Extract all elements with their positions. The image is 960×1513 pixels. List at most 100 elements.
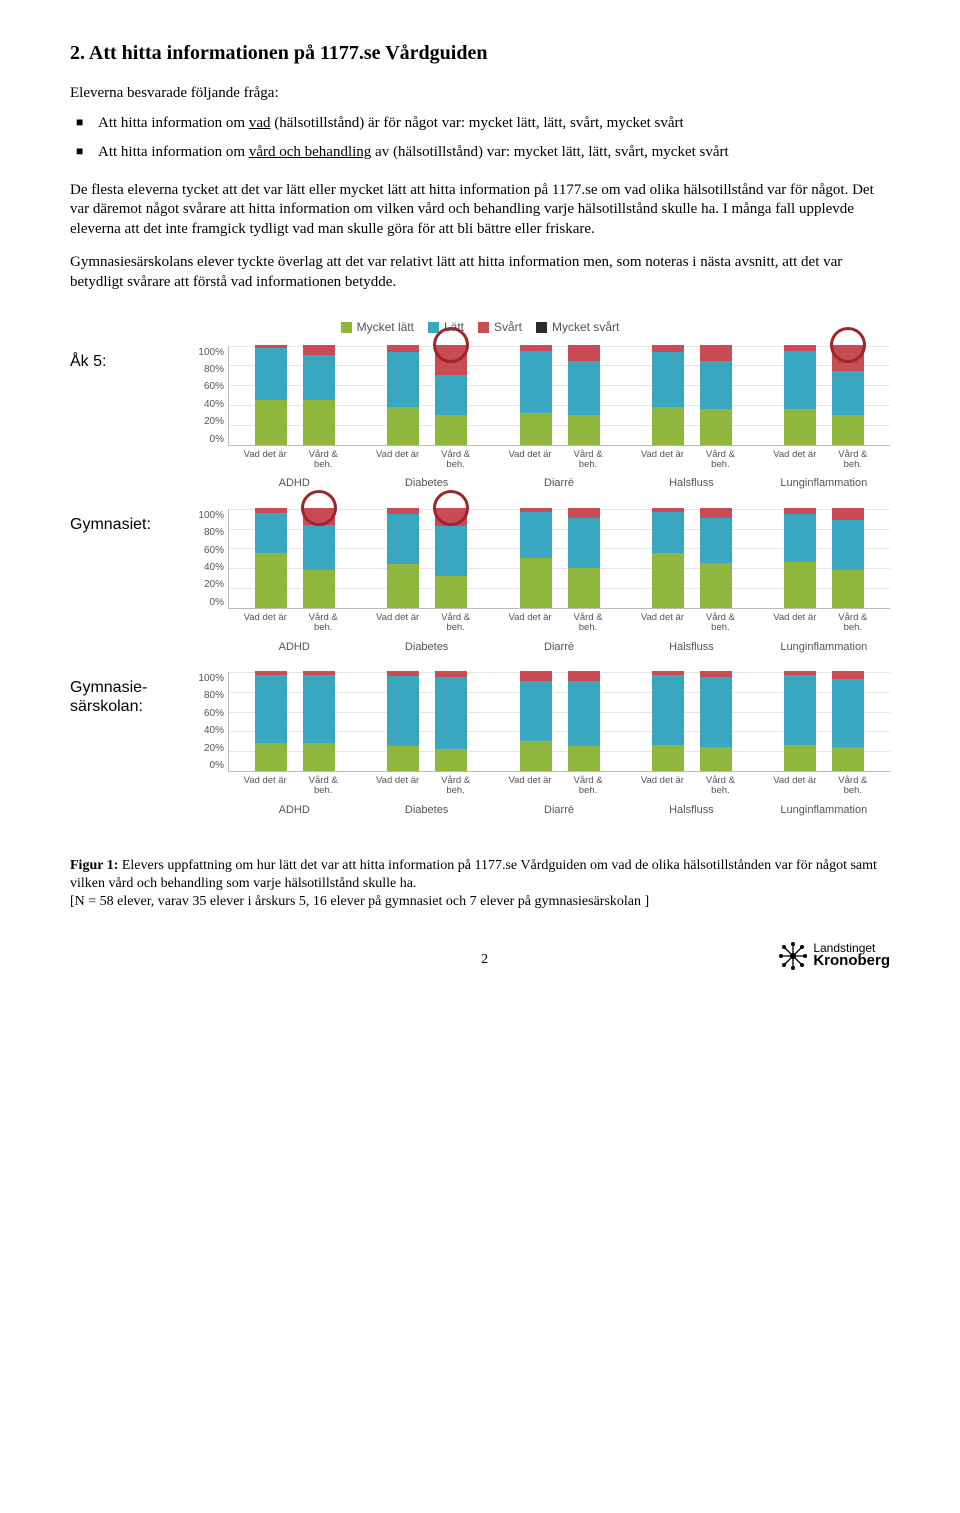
y-tick-label: 60%: [194, 707, 224, 720]
bar-label: Vad det är: [639, 776, 685, 797]
bar-segment: [832, 520, 864, 570]
page-number: 2: [190, 951, 779, 969]
bar-segment: [435, 375, 467, 415]
bar-segment: [520, 558, 552, 608]
panel-label: Gymnasie-särskolan:: [70, 672, 180, 716]
bar-label: Vad det är: [507, 776, 553, 797]
chart-panel: Åk 5:100%80%60%40%20%0%Vad det ärVård & …: [70, 346, 890, 491]
bar-segment: [568, 518, 600, 568]
bar-label: Vad det är: [507, 613, 553, 634]
stacked-bar: [568, 508, 600, 608]
stacked-bar: [520, 345, 552, 445]
bar-segment: [832, 508, 864, 520]
bar-segment: [303, 675, 335, 743]
bar-group: [493, 509, 625, 608]
bar-segment: [568, 361, 600, 415]
body-paragraph-1: De flesta eleverna tycket att det var lä…: [70, 181, 890, 240]
bar-segment: [255, 743, 287, 771]
y-tick-label: 20%: [194, 415, 224, 428]
bar-segment: [303, 570, 335, 608]
stacked-bar: [387, 345, 419, 445]
bar-segment: [700, 677, 732, 747]
bar-segment: [784, 514, 816, 562]
bar-segment: [700, 747, 732, 771]
bar-segment: [387, 514, 419, 564]
stacked-bar: [255, 345, 287, 445]
body-paragraph-2: Gymnasiesärskolans elever tyckte överlag…: [70, 253, 890, 292]
bar-group: [229, 672, 361, 771]
bar-segment: [784, 351, 816, 409]
bar-label: Vård & beh.: [565, 776, 611, 797]
bar-label: Vad det är: [772, 450, 818, 471]
bar-segment: [568, 345, 600, 361]
bar-group: [361, 672, 493, 771]
y-tick-label: 100%: [194, 672, 224, 685]
bar-label: Vård & beh.: [565, 450, 611, 471]
y-tick-label: 80%: [194, 526, 224, 539]
bar-segment: [568, 746, 600, 771]
stacked-bar: [700, 671, 732, 771]
bar-group: [758, 509, 890, 608]
stacked-bar: [255, 508, 287, 608]
caption-lead: Figur 1:: [70, 858, 118, 873]
bar-label: Vad det är: [772, 776, 818, 797]
bar-label: Vård & beh.: [433, 776, 479, 797]
bar-segment: [832, 415, 864, 445]
bar-label: Vad det är: [507, 450, 553, 471]
bar-group: [493, 346, 625, 445]
bar-group: [361, 346, 493, 445]
bar-segment: [435, 677, 467, 749]
bar-group: [229, 509, 361, 608]
legend-label: Svårt: [494, 320, 522, 336]
x-axis-labels: Vad det ärVård & beh.ADHDVad det ärVård …: [228, 446, 890, 491]
intro-text: Eleverna besvarade följande fråga:: [70, 84, 890, 104]
legend-swatch: [341, 322, 352, 333]
stacked-bar: [435, 508, 467, 608]
bar-segment: [568, 568, 600, 608]
y-tick-label: 0%: [194, 759, 224, 772]
bar-segment: [255, 513, 287, 553]
bar-segment: [435, 526, 467, 576]
bar-segment: [303, 743, 335, 771]
bar-label: Vård & beh.: [300, 450, 346, 471]
plot-area: [228, 672, 890, 772]
bar-segment: [303, 345, 335, 355]
figure-caption: Figur 1: Elevers uppfattning om hur lätt…: [70, 857, 890, 912]
stacked-bar: [255, 671, 287, 771]
bar-segment: [303, 400, 335, 445]
stacked-bar: [303, 508, 335, 608]
stacked-bar: [784, 671, 816, 771]
condition-label: Halsfluss: [625, 640, 757, 654]
bar-label: Vad det är: [639, 450, 685, 471]
condition-label: Diarré: [493, 476, 625, 490]
bar-group: [626, 672, 758, 771]
bar-segment: [435, 749, 467, 771]
bar-segment: [652, 512, 684, 553]
bar-label: Vård & beh.: [830, 450, 876, 471]
legend-swatch: [536, 322, 547, 333]
stacked-bar: [652, 345, 684, 445]
stacked-bar: [568, 671, 600, 771]
legend-label: Mycket svårt: [552, 320, 619, 336]
stacked-bar: [832, 345, 864, 445]
y-tick-label: 60%: [194, 544, 224, 557]
stacked-bar: [435, 345, 467, 445]
bar-segment: [568, 681, 600, 746]
stacked-bar: [568, 345, 600, 445]
bar-label: Vård & beh.: [697, 450, 743, 471]
bullet-post: (hälsotillstånd) är för något var: mycke…: [271, 115, 684, 131]
legend-swatch: [478, 322, 489, 333]
bar-segment: [568, 415, 600, 445]
condition-label: Diabetes: [360, 476, 492, 490]
bar-segment: [303, 525, 335, 570]
bar-label: Vård & beh.: [433, 613, 479, 634]
legend-label: Lätt: [444, 320, 464, 336]
bar-group: [626, 509, 758, 608]
bullet-pre: Att hitta information om: [98, 144, 249, 160]
panel-label: Gymnasiet:: [70, 509, 180, 534]
bar-segment: [784, 409, 816, 445]
stacked-bar: [435, 671, 467, 771]
x-axis-labels: Vad det ärVård & beh.ADHDVad det ärVård …: [228, 609, 890, 654]
condition-label: Diabetes: [360, 803, 492, 817]
bar-segment: [255, 400, 287, 445]
